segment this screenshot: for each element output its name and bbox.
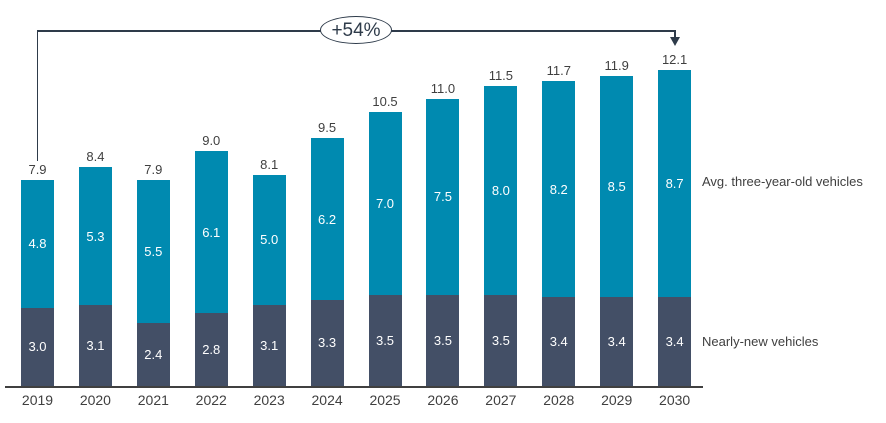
segment-value-label: 5.0 [260,232,279,248]
bar-column-2019: 4.8 3.0 [21,179,54,386]
bar-column-2029: 8.5 3.4 [600,75,634,386]
segment-value-label: 3.1 [86,338,105,354]
x-axis-tick-label-2020: 2020 [79,392,111,408]
bar-segment-three-year-old-2026: 7.5 [426,99,460,295]
bar-segment-nearly-new-2025: 3.5 [368,294,402,386]
segment-value-label: 3.1 [260,338,279,354]
x-axis-tick-label-2030: 2030 [659,392,691,408]
annotation-left-vertical-line [36,30,38,161]
bar-total-label-2026: 11.0 [430,81,456,97]
bar-segment-nearly-new-2019: 3.0 [21,307,54,386]
bar-column-2023: 5.0 3.1 [252,174,286,386]
bar-column-2030: 8.7 3.4 [658,70,692,386]
bar-column-2021: 5.5 2.4 [136,179,170,386]
segment-value-label: 8.0 [491,182,510,198]
bar-column-2020: 5.3 3.1 [78,166,112,386]
x-axis-tick-label-2023: 2023 [253,392,285,408]
annotation-growth-label: +54% [331,19,381,41]
x-axis-tick-label-2021: 2021 [137,392,169,408]
bar-segment-nearly-new-2020: 3.1 [78,305,112,386]
segment-value-label: 6.1 [202,224,221,240]
bar-segment-three-year-old-2019: 4.8 [21,179,54,308]
annotation-arrow-down-icon [670,37,680,46]
bar-column-2025: 7.0 3.5 [368,112,402,386]
bar-segment-nearly-new-2026: 3.5 [426,294,460,386]
segment-value-label: 3.4 [665,334,684,350]
legend-label-three-year-old-vehicles: Avg. three-year-old vehicles [702,173,863,189]
bar-segment-three-year-old-2023: 5.0 [252,174,286,306]
x-axis-tick-label-2022: 2022 [195,392,227,408]
segment-value-label: 3.4 [549,334,568,350]
segment-value-label: 3.0 [28,339,47,355]
bar-column-2028: 8.2 3.4 [542,80,576,386]
segment-value-label: 2.8 [202,341,221,357]
bar-total-label-2021: 7.9 [144,161,163,177]
segment-value-label: 3.5 [375,332,395,348]
bar-segment-nearly-new-2023: 3.1 [252,305,286,386]
bar-segment-nearly-new-2021: 2.4 [136,323,170,386]
segment-value-label: 6.2 [318,211,337,227]
bar-segment-nearly-new-2029: 3.4 [600,297,634,386]
bar-total-label-2023: 8.1 [260,156,279,172]
bar-column-2027: 8.0 3.5 [484,86,518,386]
segment-value-label: 7.0 [375,195,395,211]
segment-value-label: 5.5 [144,244,163,260]
bar-column-2022: 6.1 2.8 [194,151,228,386]
bar-segment-three-year-old-2027: 8.0 [484,86,518,295]
bar-segment-nearly-new-2022: 2.8 [194,312,228,386]
bar-total-label-2027: 11.5 [488,68,514,84]
segment-value-label: 3.5 [433,332,452,348]
bar-segment-three-year-old-2024: 6.2 [310,138,344,300]
segment-value-label: 5.3 [86,228,105,244]
bar-total-label-2024: 9.5 [318,120,337,136]
x-axis-tick-label-2027: 2027 [485,392,517,408]
segment-value-label: 3.5 [491,332,510,348]
annotation-right-vertical-line [674,30,676,38]
bar-segment-three-year-old-2022: 6.1 [194,151,228,313]
x-axis-line [5,386,703,388]
bar-total-label-2028: 11.7 [546,62,571,78]
segment-value-label: 8.5 [607,178,626,194]
bar-segment-three-year-old-2029: 8.5 [600,75,634,298]
segment-value-label: 4.8 [28,236,47,252]
bar-total-label-2020: 8.4 [86,148,105,164]
x-axis-tick-label-2026: 2026 [427,392,459,408]
segment-value-label: 2.4 [144,347,163,363]
segment-value-label: 3.4 [607,334,626,350]
bar-segment-nearly-new-2028: 3.4 [542,297,576,386]
bar-total-label-2022: 9.0 [202,133,221,149]
bar-segment-three-year-old-2030: 8.7 [658,70,692,298]
bar-total-label-2025: 10.5 [372,94,398,110]
x-axis-tick-label-2019: 2019 [21,392,54,408]
x-axis-tick-label-2024: 2024 [311,392,343,408]
bar-total-label-2029: 11.9 [604,57,629,73]
bar-column-2024: 6.2 3.3 [310,138,344,386]
bar-segment-three-year-old-2021: 5.5 [136,179,170,324]
x-axis-tick-label-2028: 2028 [543,392,575,408]
legend-label-nearly-new-vehicles: Nearly-new vehicles [702,333,819,349]
bar-segment-nearly-new-2027: 3.5 [484,294,518,386]
bar-segment-nearly-new-2030: 3.4 [658,297,692,386]
x-axis-tick-label-2029: 2029 [601,392,633,408]
x-axis-tick-label-2025: 2025 [369,392,401,408]
segment-value-label: 8.2 [549,181,568,197]
bar-segment-three-year-old-2028: 8.2 [542,80,576,298]
segment-value-label: 3.3 [318,335,337,351]
bar-segment-three-year-old-2020: 5.3 [78,166,112,306]
segment-value-label: 7.5 [433,189,452,205]
bar-segment-three-year-old-2025: 7.0 [368,112,402,295]
segment-value-label: 8.7 [665,176,684,192]
bar-total-label-2019: 7.9 [28,161,47,177]
bar-total-label-2030: 12.1 [661,52,688,68]
bar-column-2026: 7.5 3.5 [426,99,460,386]
bar-segment-nearly-new-2024: 3.3 [310,299,344,386]
annotation-growth-badge: +54% [320,16,392,44]
